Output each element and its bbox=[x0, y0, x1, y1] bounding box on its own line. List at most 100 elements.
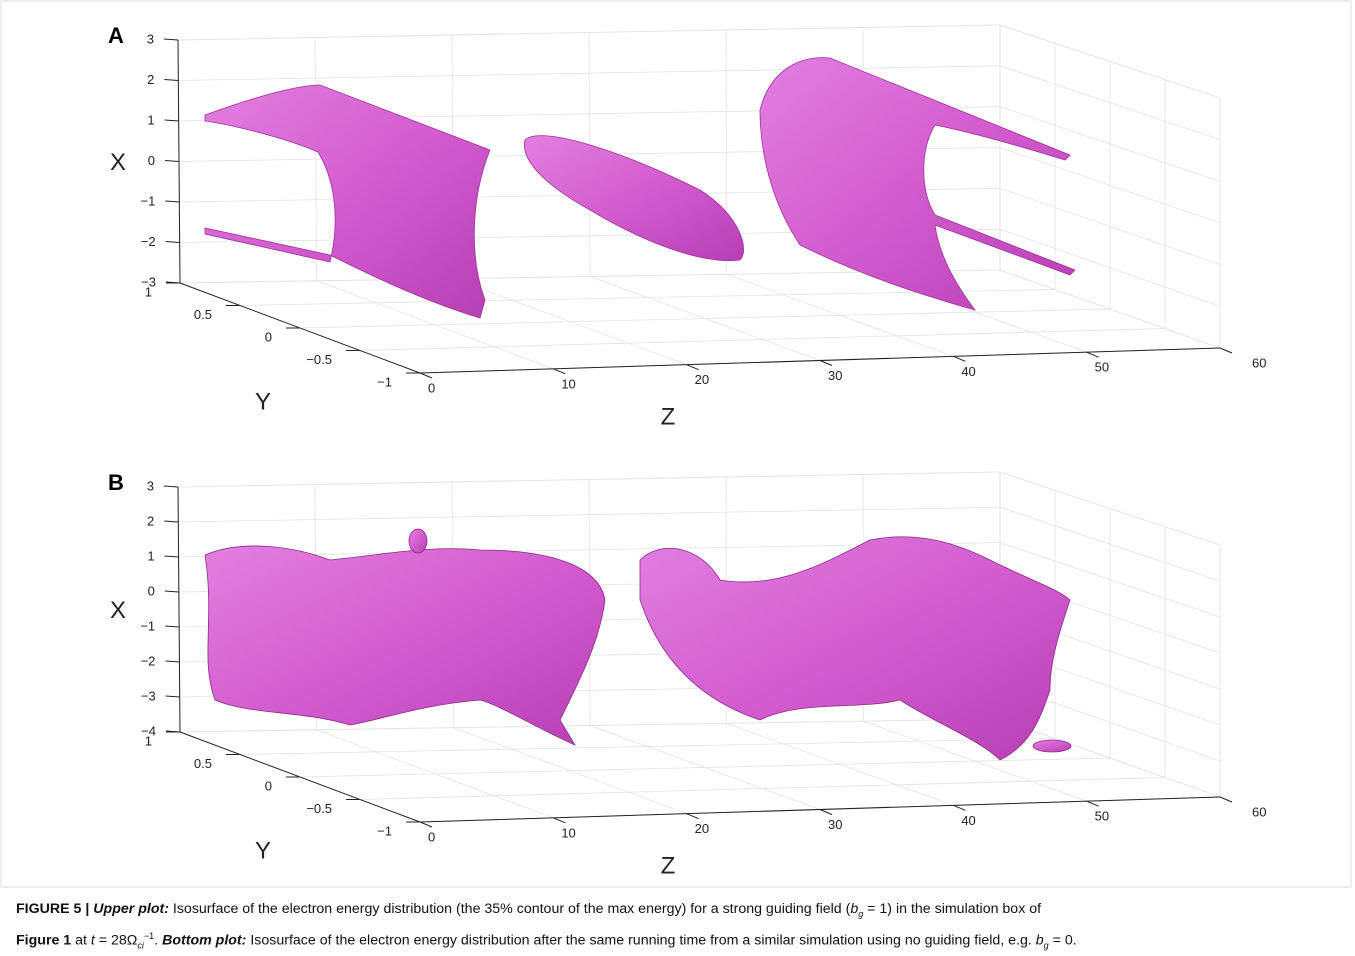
tick-mark bbox=[1087, 352, 1099, 357]
tick-mark bbox=[1220, 348, 1232, 353]
tick-mark bbox=[820, 361, 832, 366]
z-tick-label: 30 bbox=[828, 368, 842, 383]
caption-text: at bbox=[71, 933, 91, 949]
tick-mark bbox=[165, 161, 179, 162]
panel-label: A bbox=[108, 23, 124, 48]
y-tick-label: −1 bbox=[377, 823, 392, 838]
panel-label: B bbox=[108, 470, 124, 495]
y-tick-label: 1 bbox=[145, 733, 152, 748]
tick-mark bbox=[420, 373, 432, 378]
tick-mark bbox=[164, 486, 178, 487]
caption-text: FIGURE 5 | bbox=[16, 901, 93, 917]
axis-label: Y bbox=[255, 837, 271, 864]
tick-mark bbox=[420, 822, 432, 827]
z-tick-label: 10 bbox=[561, 376, 575, 391]
isosurfaces-a bbox=[205, 58, 1075, 318]
z-tick-label: 60 bbox=[1252, 804, 1266, 819]
tick-mark bbox=[553, 818, 565, 823]
isosurface bbox=[1033, 740, 1071, 752]
x-tick-label: 2 bbox=[147, 513, 154, 528]
z-tick-label: 0 bbox=[428, 380, 435, 395]
y-tick-label: −1 bbox=[377, 374, 392, 389]
caption-text: Bottom plot: bbox=[162, 933, 246, 949]
caption-text: = 1) in the simulation box of bbox=[863, 901, 1041, 917]
axis-label: Z bbox=[661, 403, 676, 430]
grid-line bbox=[590, 726, 820, 810]
caption-text: b bbox=[1036, 933, 1044, 949]
axis-label: Z bbox=[661, 852, 676, 879]
x-tick-label: 0 bbox=[148, 153, 155, 168]
z-tick-label: 40 bbox=[961, 364, 975, 379]
z-tick-label: 30 bbox=[828, 817, 842, 832]
x-tick-label: −1 bbox=[140, 618, 155, 633]
tick-mark bbox=[164, 521, 178, 522]
tick-mark bbox=[953, 805, 965, 810]
grid-line bbox=[453, 279, 686, 365]
grid-line bbox=[317, 730, 554, 818]
x-tick-label: −3 bbox=[141, 688, 156, 703]
grid-line bbox=[727, 723, 954, 805]
x-tick-label: 3 bbox=[147, 31, 154, 46]
tick-mark bbox=[165, 201, 179, 202]
caption-text: ci bbox=[137, 940, 144, 950]
x-tick-label: −2 bbox=[141, 653, 156, 668]
tick-mark bbox=[1220, 797, 1232, 802]
page: 3210−1−2−310.50−0.5−10102030405060AXYZ32… bbox=[0, 0, 1355, 953]
isosurface bbox=[760, 58, 1075, 310]
tick-mark bbox=[1087, 801, 1099, 806]
z-tick-label: 0 bbox=[428, 829, 435, 844]
x-tick-label: 1 bbox=[147, 112, 154, 127]
caption-text: = 28Ω bbox=[95, 933, 138, 949]
isosurface bbox=[205, 546, 605, 745]
tick-mark bbox=[164, 39, 178, 40]
z-tick-label: 50 bbox=[1095, 360, 1109, 375]
z-tick-label: 20 bbox=[695, 372, 709, 387]
axis-line bbox=[178, 487, 180, 732]
axis-label: X bbox=[110, 149, 126, 176]
z-tick-label: 20 bbox=[695, 821, 709, 836]
tick-mark bbox=[165, 626, 179, 627]
y-tick-label: 1 bbox=[145, 284, 152, 299]
tick-mark bbox=[165, 120, 179, 121]
y-tick-label: 0 bbox=[265, 778, 272, 793]
caption: FIGURE 5 | Upper plot: Isosurface of the… bbox=[16, 898, 1346, 956]
tick-mark bbox=[166, 696, 180, 697]
axis-line bbox=[180, 283, 420, 373]
tick-mark bbox=[164, 80, 178, 81]
x-tick-label: 1 bbox=[147, 548, 154, 563]
isosurface bbox=[640, 537, 1070, 760]
tick-mark bbox=[165, 661, 179, 662]
grid-line bbox=[590, 277, 820, 361]
isosurface bbox=[205, 85, 490, 318]
y-tick-label: 0.5 bbox=[194, 307, 212, 322]
caption-text: Figure 1 bbox=[16, 933, 71, 949]
isosurfaces-b bbox=[205, 529, 1071, 760]
caption-text: . bbox=[154, 933, 162, 949]
isosurface bbox=[409, 529, 427, 553]
isosurface bbox=[524, 136, 743, 261]
x-tick-label: 0 bbox=[148, 583, 155, 598]
tick-mark bbox=[687, 365, 699, 370]
tick-mark bbox=[165, 556, 179, 557]
tick-mark bbox=[953, 356, 965, 361]
tick-mark bbox=[166, 242, 180, 243]
x-tick-label: 2 bbox=[147, 72, 154, 87]
y-tick-label: −0.5 bbox=[306, 352, 332, 367]
z-tick-label: 10 bbox=[561, 825, 575, 840]
axis-line bbox=[180, 732, 420, 822]
z-tick-label: 50 bbox=[1095, 809, 1109, 824]
tick-mark bbox=[553, 369, 565, 374]
y-tick-label: −0.5 bbox=[306, 801, 332, 816]
y-tick-label: 0 bbox=[265, 329, 272, 344]
figure-frame bbox=[1, 1, 1351, 887]
z-tick-label: 40 bbox=[961, 813, 975, 828]
caption-text: Isosurface of the electron energy distri… bbox=[246, 933, 1035, 949]
axis-label: X bbox=[110, 597, 126, 624]
z-tick-label: 60 bbox=[1252, 355, 1266, 370]
tick-mark bbox=[165, 591, 179, 592]
caption-text: Isosurface of the electron energy distri… bbox=[169, 901, 850, 917]
tick-mark bbox=[820, 810, 832, 815]
axis-label: Y bbox=[255, 388, 271, 415]
